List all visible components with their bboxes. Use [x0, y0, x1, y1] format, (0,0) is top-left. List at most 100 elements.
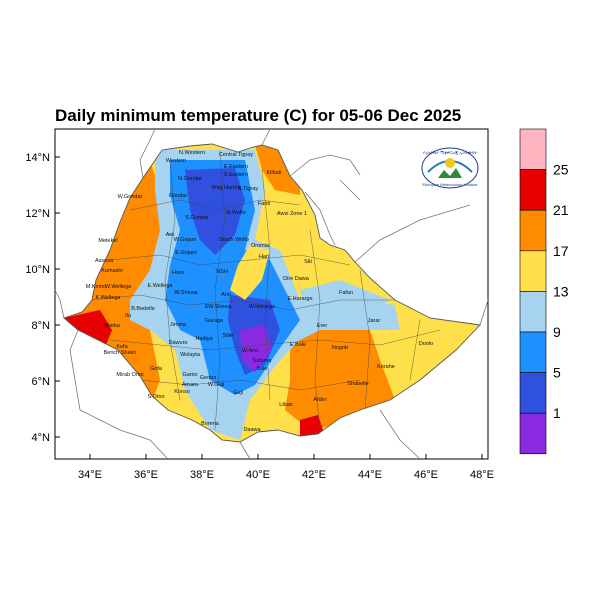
map-title: Daily minimum temperature (C) for 05-06 … [55, 106, 462, 125]
region-label: Jimma [170, 322, 187, 328]
region-label: SW.Shewa [205, 304, 233, 310]
region-label: E.Eastern [224, 164, 248, 170]
region-label: Central Tigray [219, 152, 253, 158]
lon-tick-label: 48°E [470, 469, 494, 481]
region-label: Oromia [251, 243, 270, 249]
region-label: Jarar [368, 318, 381, 324]
region-label: Kefa [116, 344, 128, 350]
region-label: E.Hararge [287, 296, 312, 302]
region-label: Western [166, 158, 186, 164]
region-label: Guji [233, 390, 243, 396]
region-label: E.Gojam [175, 250, 197, 256]
region-label: Gamo [183, 372, 198, 378]
region-label: Hadiya [195, 336, 213, 342]
region-label: Doolo [419, 341, 433, 347]
lon-tick-label: 46°E [414, 469, 438, 481]
region-label: Nogob [332, 345, 348, 351]
colorbar-swatch [519, 250, 547, 292]
region-label: NSH [216, 269, 228, 275]
colorbar-label: 25 [553, 162, 569, 178]
region-label: Fanti [258, 201, 270, 207]
logo-top-text: የኢትዮጵያ ሜቲዎሮሎጂ ኢንስቲትዩት [423, 150, 477, 155]
colorbar-label: 5 [553, 365, 561, 381]
colorbar-swatch [519, 331, 547, 373]
region-label: M.Komo [86, 284, 106, 290]
zone-boundaries [89, 149, 441, 431]
colorbar-swatch [519, 412, 547, 455]
region-label: Mirab Omo [116, 372, 143, 378]
region-label: Wolayta [180, 352, 201, 358]
colorbar-swatch [519, 128, 547, 170]
region-label: Horo [172, 270, 184, 276]
region-label: N.Gondar [178, 176, 202, 182]
temperature-field [64, 144, 480, 442]
lat-tick-label: 6°N [32, 376, 51, 388]
region-label: Assosa [95, 258, 114, 264]
region-label: Korahe [377, 364, 395, 370]
x-axis: 34°E 36°E 38°E 40°E 42°E 44°E 46°E 48°E [78, 454, 494, 481]
region-label: W.Wellega [105, 284, 132, 290]
colorbar: 25 21 17 13 9 5 1 [519, 128, 569, 455]
region-label: Gondar [169, 193, 188, 199]
region-label: K.Wellega [96, 295, 122, 301]
lon-tick-label: 42°E [302, 469, 326, 481]
region-label: Borena [201, 421, 220, 427]
region-label: Sheka [104, 323, 121, 329]
colorbar-label: 21 [553, 202, 569, 218]
institute-logo: የኢትዮጵያ ሜቲዎሮሎጂ ኢንስቲትዩት Ethiopian Meteorol… [421, 147, 479, 189]
region-label: S.Omo [147, 394, 164, 400]
colorbar-label: 17 [553, 243, 569, 259]
region-label: E.Wellega [148, 283, 174, 289]
colorbar-swatch [519, 169, 547, 211]
region-label: Silte [223, 333, 234, 339]
region-label: W.Gojam [174, 237, 197, 243]
region-label: Metekel [98, 238, 117, 244]
region-labels: N.Western Central Tigray Western E.Eastern K… [86, 150, 433, 433]
region-label: Dire Dawa [283, 276, 310, 282]
region-label: Daawa [243, 427, 261, 433]
colorbar-swatch [519, 291, 547, 333]
lon-tick-label: 44°E [358, 469, 382, 481]
region-label: W.Gondar [118, 194, 143, 200]
region-label: S.Eastern [224, 172, 248, 178]
region-label: Konso [174, 389, 190, 395]
region-label: S.Tigray [238, 186, 259, 192]
colorbar-swatch [519, 372, 547, 414]
region-label: Dawuro [169, 340, 188, 346]
lon-tick-label: 40°E [246, 469, 270, 481]
region-label: Gurage [205, 318, 223, 324]
neighbor-borders [54, 128, 489, 460]
lat-tick-label: 8°N [32, 320, 51, 332]
region-label: Ilu [125, 313, 131, 319]
colorbar-label: 9 [553, 324, 561, 340]
colorbar-swatch [519, 209, 547, 252]
region-label: Bench Sheko [104, 350, 137, 356]
lat-tick-label: 10°N [25, 264, 50, 276]
lon-tick-label: 38°E [190, 469, 214, 481]
region-label: N.Wollo [226, 210, 245, 216]
region-label: Sidama [253, 358, 273, 364]
logo-bottom-text: Ethiopian Meteorology Institute [423, 182, 479, 187]
region-label: Hari [259, 254, 269, 260]
lat-tick-label: 4°N [32, 432, 51, 444]
region-label: Awi [166, 232, 175, 238]
region-label: Shabelle [347, 381, 368, 387]
region-label: Liban [279, 402, 292, 408]
region-label: Wag Hamra [211, 185, 241, 191]
y-axis: 14°N 12°N 10°N 8°N 6°N 4°N [25, 152, 60, 444]
region-label: W.Hararge [249, 304, 275, 310]
region-label: Kilbati [267, 170, 282, 176]
region-label: Bale [256, 366, 267, 372]
region-label: Siti [304, 259, 312, 265]
lat-tick-label: 12°N [25, 208, 50, 220]
region-label: Gofa [150, 366, 163, 372]
region-label: Fafan [339, 290, 353, 296]
region-label: W.Shewa [174, 290, 198, 296]
region-label: Arsi [221, 292, 230, 298]
lat-tick-label: 14°N [25, 152, 50, 164]
region-label: Kamashi [101, 268, 122, 274]
region-label: B.Bedelle [131, 306, 155, 312]
region-label: S.Gondar [185, 215, 209, 221]
region-label: Gedeo [200, 375, 217, 381]
